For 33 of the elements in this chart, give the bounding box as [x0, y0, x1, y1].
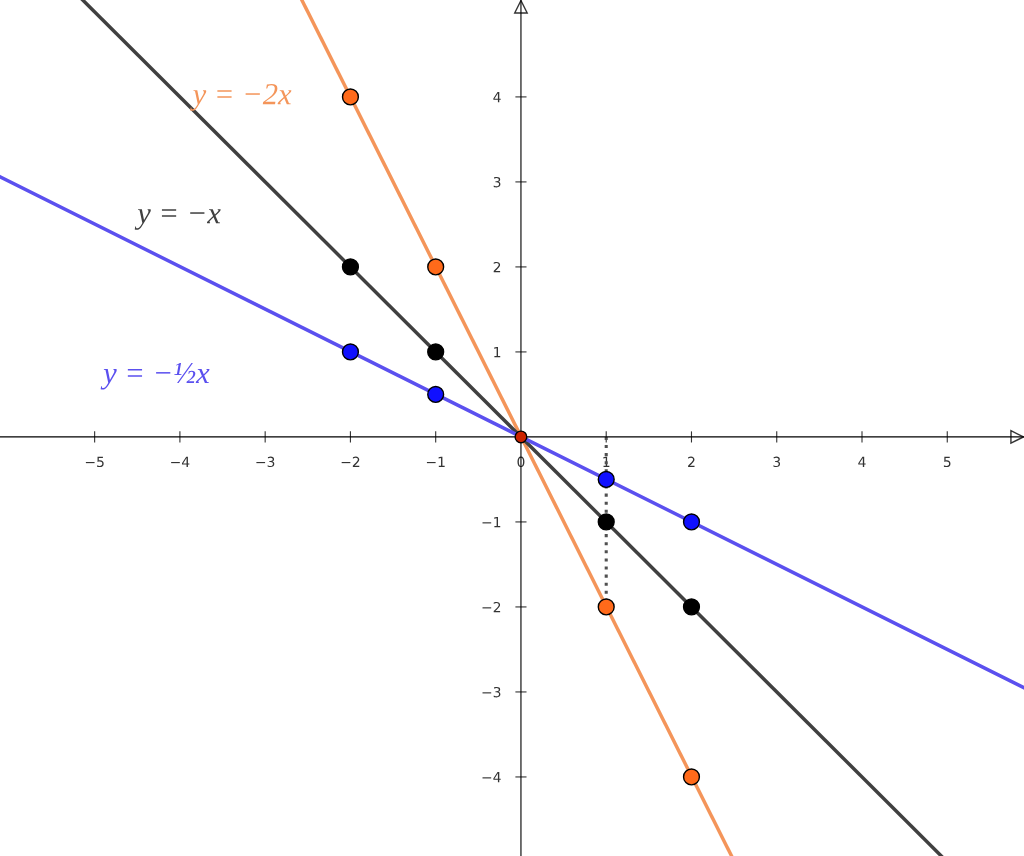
point [597, 598, 615, 616]
x-tick-label: 4 [858, 456, 866, 467]
series-label: y = −2x [190, 83, 292, 111]
point [427, 343, 445, 361]
y-tick-label: 4 [493, 92, 501, 103]
y-tick-label: 1 [494, 347, 501, 358]
y-tick-label: 3 [493, 176, 501, 188]
point [341, 343, 360, 361]
point [341, 88, 360, 106]
point [597, 513, 615, 531]
point [597, 470, 615, 489]
y-tick-label: 2 [493, 261, 501, 273]
point [427, 258, 445, 276]
y-tick-label: −1 [482, 517, 501, 528]
series-label: y = −x [134, 209, 221, 230]
x-tick-label: 5 [943, 456, 951, 468]
point [682, 598, 701, 616]
x-tick-label: 2 [688, 456, 695, 467]
x-tick-label: 3 [773, 456, 781, 468]
y-tick-label: −2 [482, 601, 501, 613]
x-tick-label: −3 [256, 456, 275, 468]
x-tick-label: −4 [171, 456, 190, 467]
y-tick-label: −3 [482, 686, 501, 698]
x-tick-label: −5 [85, 456, 104, 468]
point [514, 430, 528, 444]
point [682, 768, 701, 786]
x-tick-label: −2 [341, 456, 360, 467]
y-tick-label: −4 [482, 772, 501, 783]
x-tick-label: −1 [426, 456, 445, 467]
point [682, 513, 701, 531]
point [427, 385, 445, 404]
point [341, 258, 360, 276]
text: y = −½x [100, 362, 210, 390]
